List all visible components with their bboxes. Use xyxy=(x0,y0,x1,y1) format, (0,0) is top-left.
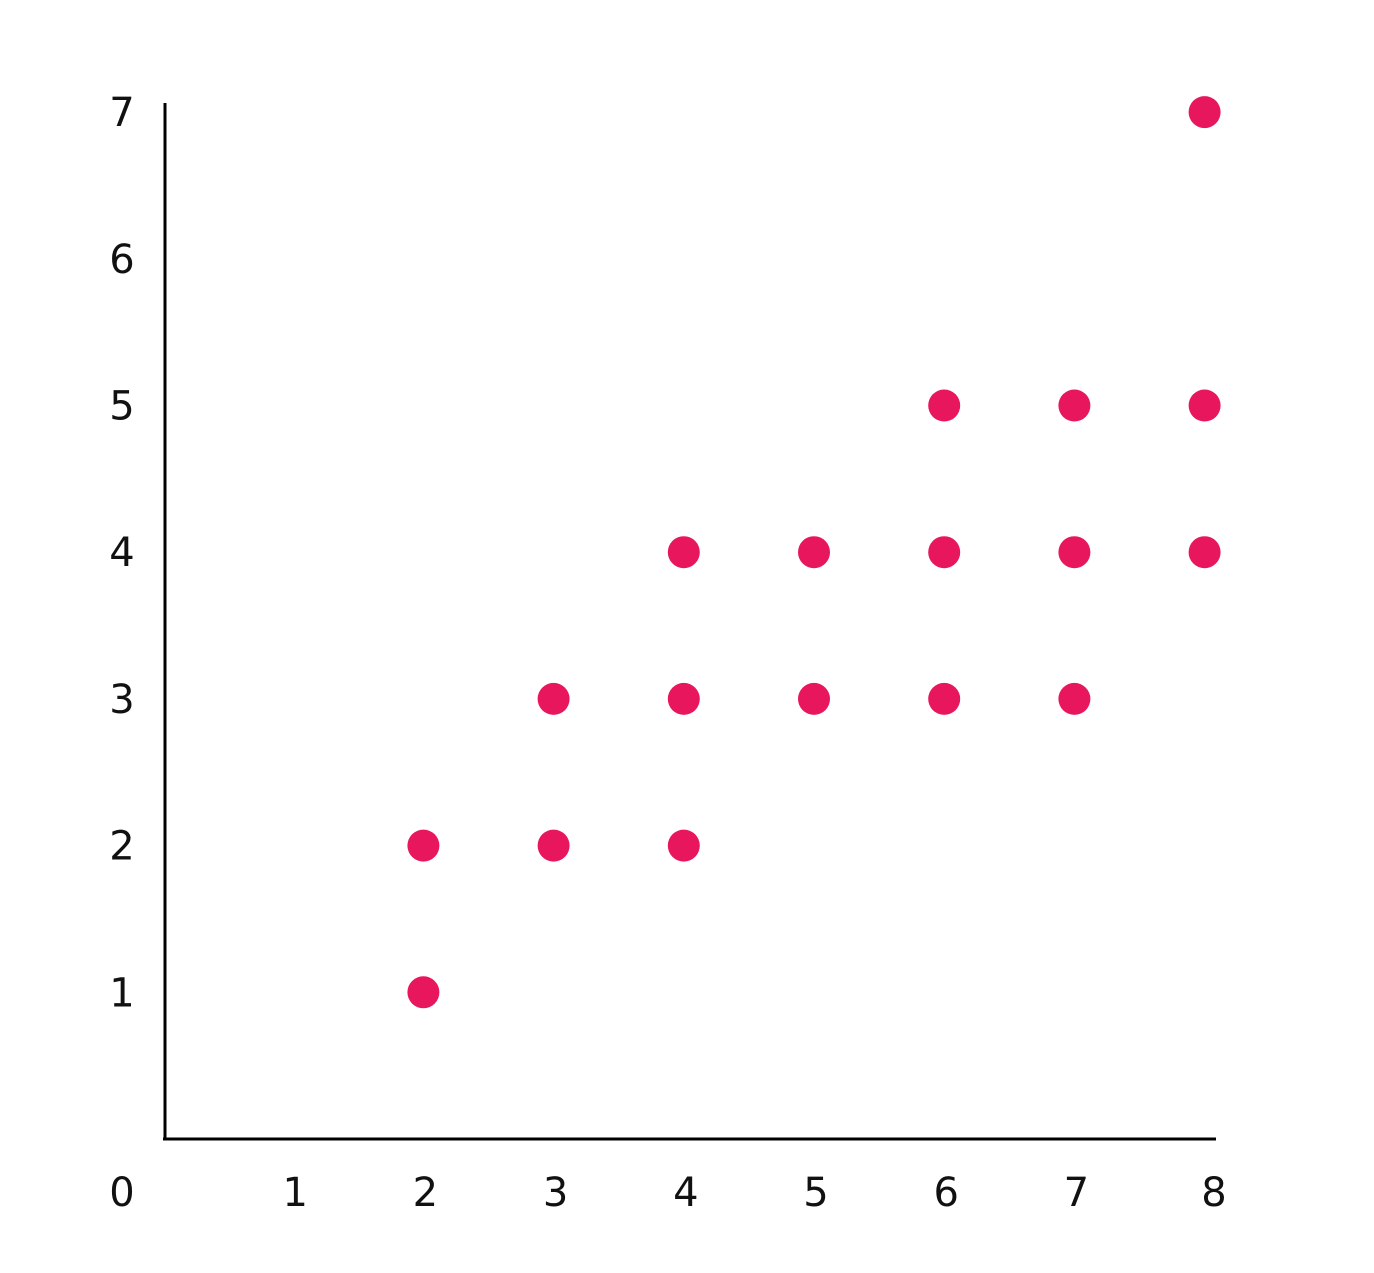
y-tick-label: 4 xyxy=(109,530,134,576)
data-point xyxy=(798,682,830,715)
y-tick-label: 1 xyxy=(109,970,134,1016)
x-tick-label: 4 xyxy=(673,1170,698,1216)
data-point xyxy=(1058,389,1091,422)
data-point xyxy=(667,536,700,569)
y-tick-label: 6 xyxy=(109,237,134,283)
y-tick-label: 7 xyxy=(109,90,134,136)
x-tick-label: 1 xyxy=(282,1170,307,1216)
x-tick-label: 7 xyxy=(1064,1170,1089,1216)
x-tick-label: 6 xyxy=(933,1170,958,1216)
y-tick-labels: 1 2 3 4 5 6 7 xyxy=(109,90,134,1016)
x-tick-label: 3 xyxy=(543,1170,568,1216)
data-point xyxy=(1188,536,1221,569)
y-tick-label: 2 xyxy=(109,824,134,870)
data-point xyxy=(1058,536,1091,569)
data-point xyxy=(667,682,700,715)
data-point xyxy=(928,389,961,422)
data-point xyxy=(1058,682,1091,715)
data-point xyxy=(928,536,961,569)
x-tick-label: 5 xyxy=(803,1170,828,1216)
data-point xyxy=(1188,96,1221,129)
data-point xyxy=(1188,389,1221,422)
y-tick-label: 5 xyxy=(109,384,134,430)
x-tick-label: 2 xyxy=(413,1170,438,1216)
y-tick-label: 3 xyxy=(109,677,134,723)
data-point xyxy=(928,682,961,715)
data-point xyxy=(537,829,570,862)
x-tick-label: 8 xyxy=(1201,1170,1226,1216)
data-point xyxy=(798,536,830,569)
x-tick-labels: 0 1 2 3 4 5 6 7 8 xyxy=(109,1170,1226,1216)
data-point xyxy=(407,829,440,862)
x-tick-label: 0 xyxy=(109,1170,134,1216)
data-point xyxy=(407,976,440,1009)
data-point xyxy=(537,682,570,715)
data-point xyxy=(667,829,700,862)
data-points xyxy=(407,96,1221,1009)
